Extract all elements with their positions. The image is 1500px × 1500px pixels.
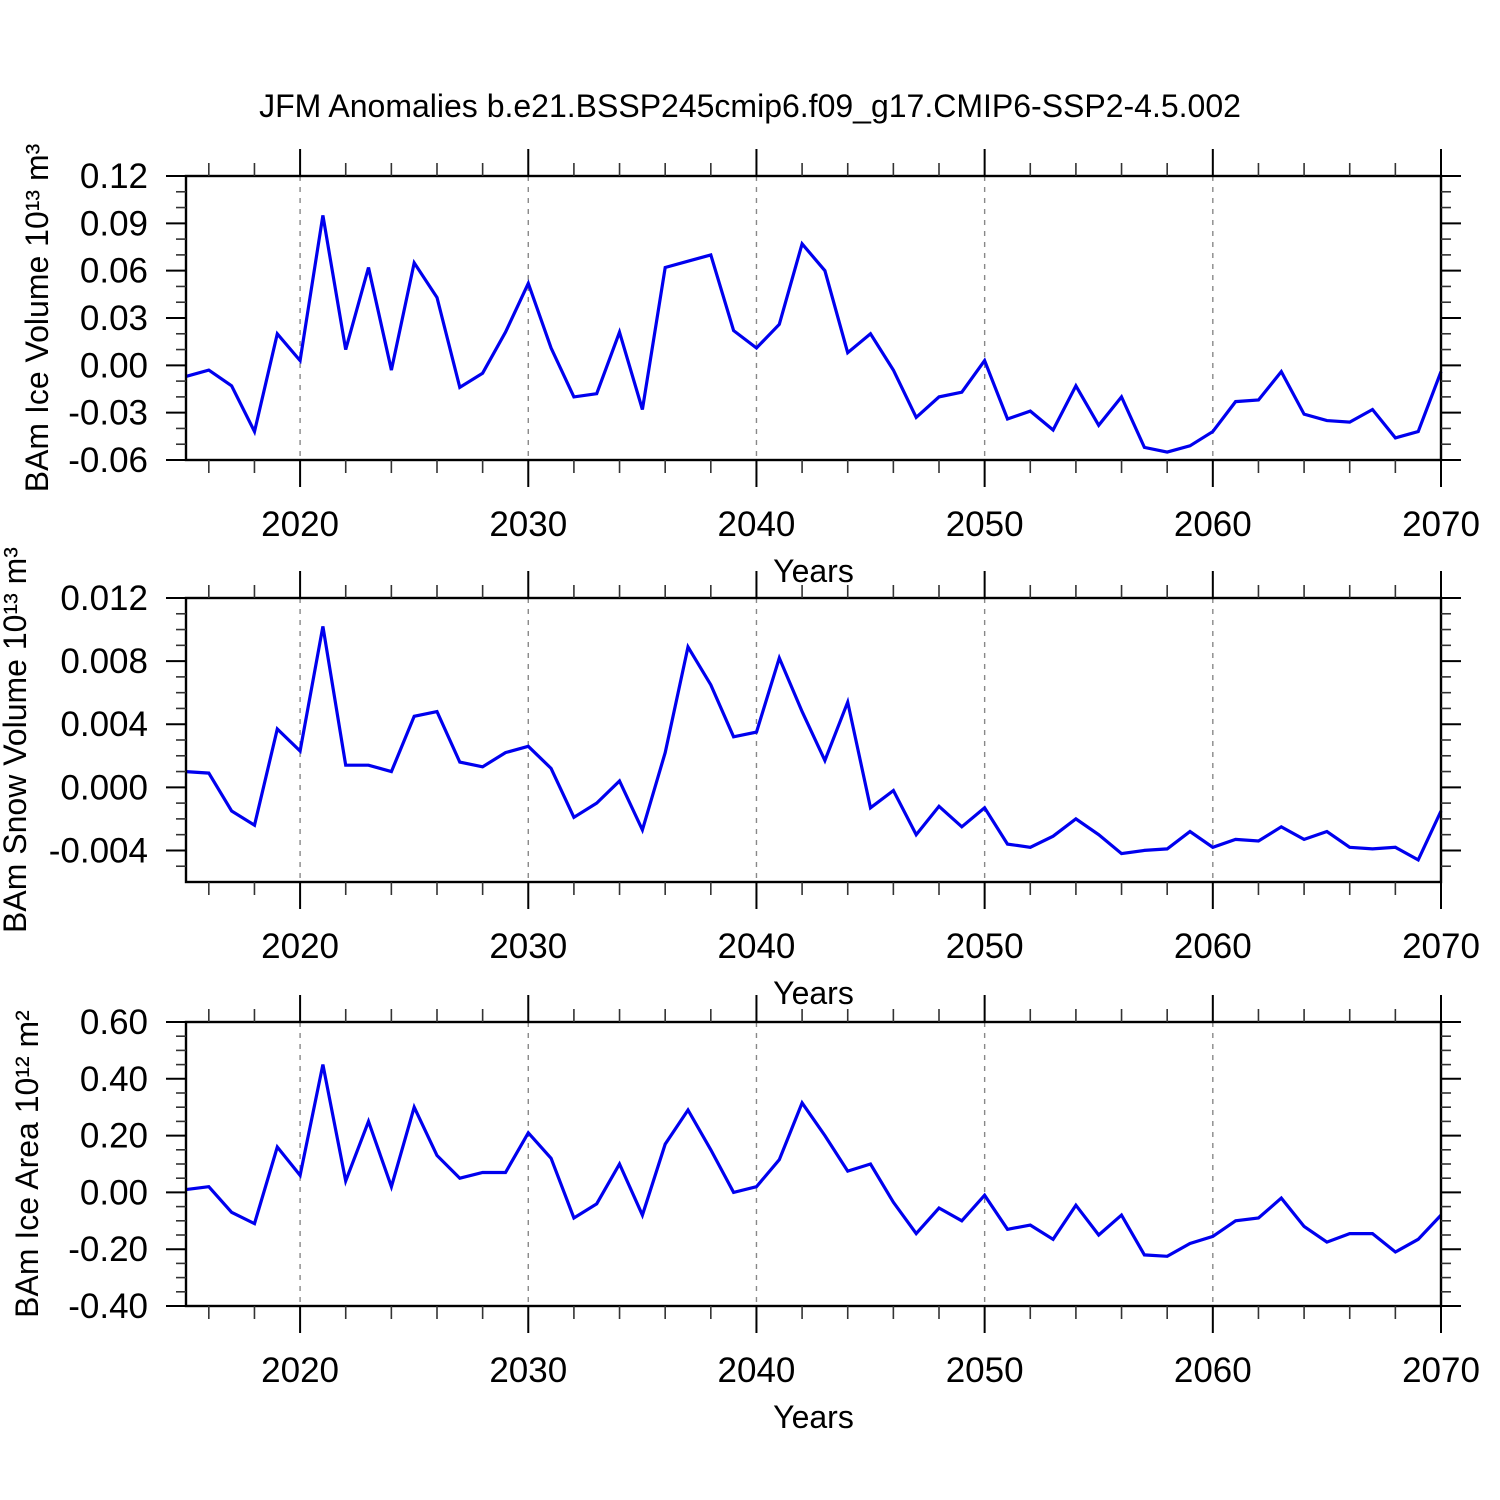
- y-tick-label: 0.00: [80, 1173, 148, 1212]
- x-tick-label: 2070: [1402, 927, 1480, 966]
- x-tick-label: 2070: [1402, 1351, 1480, 1390]
- y-tick-label: 0.004: [60, 705, 148, 744]
- x-tick-label: 2060: [1174, 927, 1252, 966]
- y-tick-label: 0.09: [80, 204, 148, 243]
- y-tick-label: 0.03: [80, 299, 148, 338]
- x-tick-label: 2040: [718, 505, 796, 544]
- x-tick-label: 2030: [489, 927, 567, 966]
- y-tick-label: 0.000: [60, 768, 148, 807]
- y-tick-label: 0.12: [80, 157, 148, 196]
- y-tick-label: 0.00: [80, 346, 148, 385]
- y-tick-label: -0.06: [68, 441, 148, 480]
- y-tick-label: -0.20: [68, 1230, 148, 1269]
- x-tick-label: 2050: [946, 505, 1024, 544]
- y-tick-label: -0.004: [49, 831, 148, 870]
- y-tick-label: -0.03: [68, 394, 148, 433]
- y-tick-label: 0.06: [80, 252, 148, 291]
- series-line-ice-volume: [185, 215, 1443, 454]
- series-line-snow-volume: [185, 626, 1443, 863]
- x-tick-label: 2050: [946, 927, 1024, 966]
- chart-panel-snow-volume: 2020 2030 2040 2050 2060 2070 0.012 0.008 0.004 0…: [0, 547, 1480, 1011]
- chart-panel-ice-volume: 2020 2030 2040 2050 2060 2070 0.12 0.09 0.06 0.03…: [19, 143, 1480, 589]
- plot-border: [184, 174, 1443, 462]
- y-tick-label: 0.20: [80, 1117, 148, 1156]
- y-axis-title: BAm Ice Volume 10¹³ m³: [19, 143, 55, 492]
- x-tick-label: 2070: [1402, 505, 1480, 544]
- x-axis-title: Years: [773, 553, 854, 589]
- y-axis-title: BAm Ice Area 10¹² m²: [9, 1010, 45, 1318]
- chart-panel-ice-area: 2020 2030 2040 2050 2060 2070 0.60 0.40 0.20 0.00…: [9, 995, 1480, 1435]
- x-tick-label: 2030: [489, 1351, 567, 1390]
- y-tick-label: 0.008: [60, 642, 148, 681]
- x-axis-title: Years: [773, 1399, 854, 1435]
- x-tick-label: 2060: [1174, 1351, 1252, 1390]
- x-tick-label: 2020: [261, 1351, 339, 1390]
- y-tick-label: 0.40: [80, 1060, 148, 1099]
- x-tick-label: 2060: [1174, 505, 1252, 544]
- figure-title: JFM Anomalies b.e21.BSSP245cmip6.f09_g17…: [259, 88, 1241, 124]
- x-tick-label: 2030: [489, 505, 567, 544]
- series-line-ice-area: [185, 1064, 1443, 1258]
- y-tick-label: 0.60: [80, 1003, 148, 1042]
- x-tick-label: 2040: [718, 927, 796, 966]
- x-tick-label: 2020: [261, 927, 339, 966]
- plot-border: [184, 1020, 1443, 1308]
- x-tick-label: 2020: [261, 505, 339, 544]
- y-tick-label: -0.40: [68, 1287, 148, 1326]
- y-axis-title: BAm Snow Volume 10¹³ m³: [0, 547, 33, 933]
- x-tick-label: 2050: [946, 1351, 1024, 1390]
- x-axis-title: Years: [773, 975, 854, 1011]
- x-tick-label: 2040: [718, 1351, 796, 1390]
- y-tick-label: 0.012: [60, 579, 148, 618]
